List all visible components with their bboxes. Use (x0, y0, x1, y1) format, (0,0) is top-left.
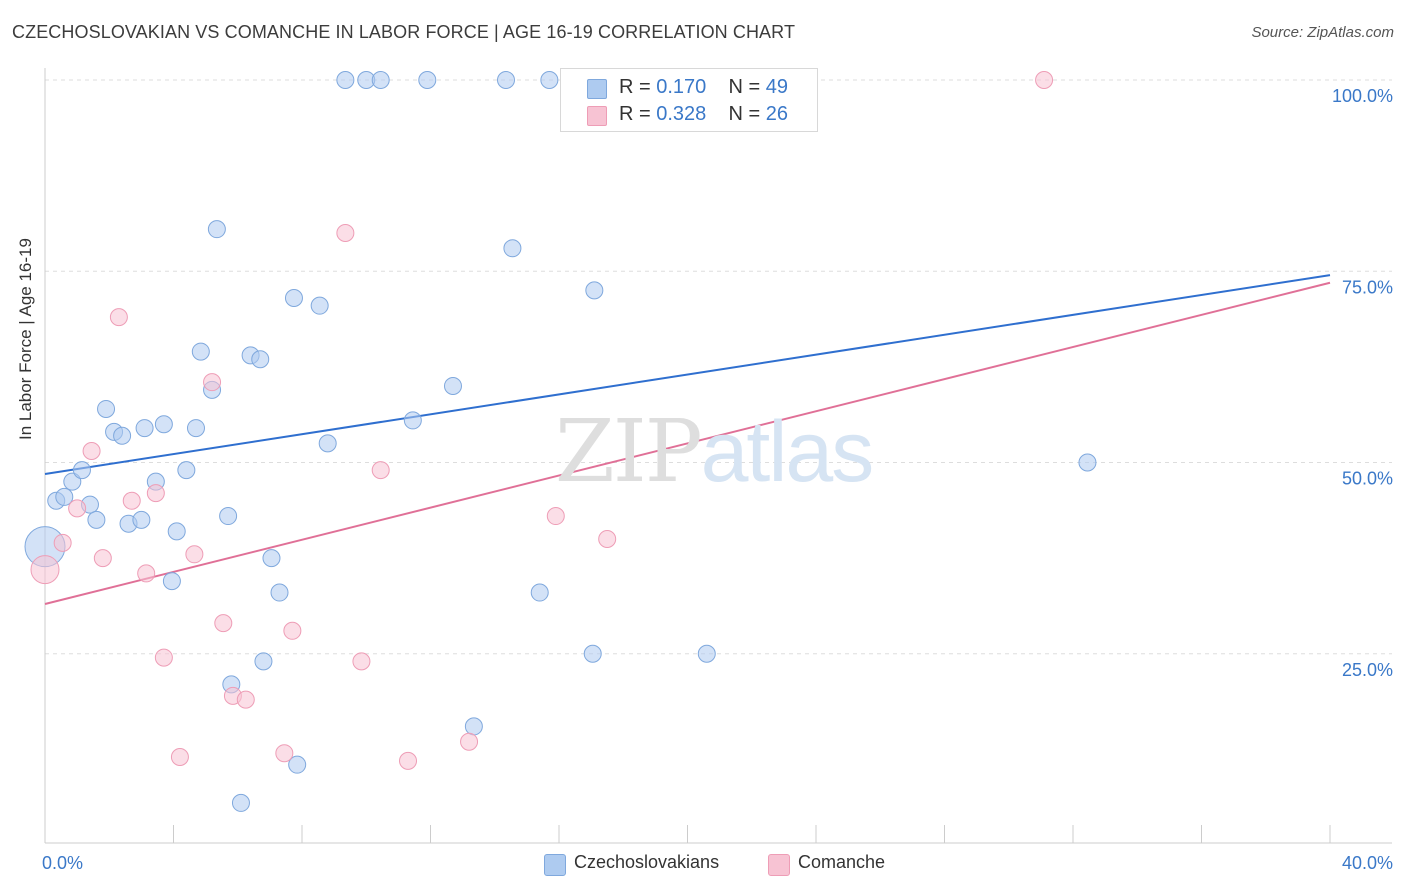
data-point-czechoslovakians (251, 350, 270, 369)
trend-lines (44, 274, 1331, 605)
data-point-czechoslovakians (284, 289, 303, 308)
data-point-comanche (68, 499, 87, 518)
data-point-czechoslovakians (262, 549, 281, 568)
data-point-czechoslovakians (697, 644, 716, 663)
watermark-atlas: atlas (700, 404, 875, 500)
data-point-comanche (283, 621, 302, 640)
data-point-czechoslovakians (288, 755, 307, 774)
data-point-czechoslovakians (310, 296, 329, 315)
data-point-comanche (399, 751, 418, 770)
data-point-czechoslovakians (113, 426, 132, 445)
y-tick-label: 25.0% (1342, 660, 1393, 680)
data-point-comanche (109, 308, 128, 327)
data-point-czechoslovakians (231, 793, 250, 812)
stats-legend: R = 0.170 N = 49 R = 0.328 N = 26 (560, 68, 818, 132)
source-credit: Source: ZipAtlas.com (1251, 24, 1394, 41)
data-point-comanche (598, 530, 617, 548)
x-tick-label: 40.0% (1342, 853, 1393, 873)
legend-n-value: 26 (765, 103, 789, 125)
data-point-czechoslovakians (55, 487, 74, 506)
data-point-czechoslovakians (219, 507, 238, 526)
watermark: ZIPatlas (555, 402, 875, 502)
trend-line (44, 281, 1331, 605)
trend-line (44, 274, 1331, 475)
data-point-comanche (185, 545, 204, 564)
data-point-czechoslovakians (371, 71, 390, 89)
chart-title: CZECHOSLOVAKIAN VS COMANCHE IN LABOR FOR… (12, 22, 796, 42)
legend-n-label: N = (728, 103, 766, 125)
data-point-czechoslovakians (207, 220, 226, 239)
data-point-comanche (275, 744, 294, 763)
y-tick-label: 75.0% (1342, 277, 1393, 297)
data-point-czechoslovakians (72, 461, 91, 480)
data-point-czechoslovakians (583, 644, 602, 663)
axes (44, 68, 1392, 844)
grid-lines (45, 79, 1392, 655)
data-point-czechoslovakians (154, 415, 173, 434)
legend-swatch-blue (544, 854, 566, 876)
data-point-czechoslovakians (177, 461, 196, 480)
data-point-comanche (371, 461, 390, 480)
data-point-czechoslovakians (318, 434, 337, 453)
x-tick-label: 0.0% (42, 853, 83, 873)
data-point-czechoslovakians (418, 71, 437, 89)
data-point-czechoslovakians (336, 71, 355, 89)
data-point-czechoslovakians (464, 717, 483, 736)
data-points (24, 71, 1097, 812)
legend-r-label: R = (619, 76, 657, 98)
data-point-comanche (460, 732, 479, 751)
y-tick-label: 50.0% (1342, 469, 1393, 489)
data-point-czechoslovakians (530, 583, 549, 602)
data-point-czechoslovakians (87, 510, 106, 529)
data-point-czechoslovakians (585, 281, 604, 300)
legend-r-label: R = (619, 103, 657, 125)
data-point-czechoslovakians (63, 472, 82, 491)
data-point-comanche (214, 614, 233, 633)
data-point-czechoslovakians (443, 377, 462, 395)
data-point-czechoslovakians (270, 583, 289, 602)
data-point-czechoslovakians (1078, 453, 1097, 472)
legend-n-value: 49 (765, 76, 789, 98)
data-point-comanche (236, 690, 255, 709)
data-point-comanche (154, 648, 173, 667)
data-point-czechoslovakians (162, 572, 181, 591)
data-point-czechoslovakians (132, 510, 151, 529)
data-point-comanche (146, 484, 165, 503)
legend-swatch-blue (587, 79, 607, 99)
y-axis-label: In Labor Force | Age 16-19 (16, 238, 35, 440)
tick-labels: 25.0% 50.0% 75.0% 100.0% 0.0% 40.0% (42, 86, 1393, 873)
watermark-zip: ZIP (555, 402, 703, 502)
data-point-czechoslovakians (254, 652, 273, 671)
data-point-czechoslovakians (540, 71, 559, 89)
data-point-comanche (336, 224, 355, 242)
data-point-comanche (203, 373, 222, 392)
legend-r-value: 0.328 (656, 103, 707, 125)
legend-swatch-pink (587, 106, 607, 126)
data-point-czechoslovakians (167, 522, 186, 541)
data-point-czechoslovakians (191, 342, 210, 361)
data-point-czechoslovakians (503, 239, 522, 258)
data-point-comanche (546, 507, 565, 526)
legend-r-value: 0.170 (656, 76, 707, 98)
data-point-comanche (137, 564, 156, 583)
data-point-czechoslovakians (135, 419, 154, 438)
y-tick-label: 100.0% (1332, 86, 1393, 106)
data-point-comanche (30, 555, 60, 585)
data-point-czechoslovakians (496, 71, 515, 89)
data-point-comanche (170, 748, 189, 767)
data-point-comanche (53, 533, 72, 552)
data-point-comanche (82, 442, 101, 461)
data-point-czechoslovakians (186, 419, 205, 438)
legend-swatch-pink (768, 854, 790, 876)
data-point-comanche (1035, 71, 1054, 89)
data-point-comanche (122, 491, 141, 510)
legend-label: Czechoslovakians (574, 852, 720, 872)
data-point-czechoslovakians (403, 411, 422, 430)
data-point-comanche (93, 549, 112, 568)
data-point-czechoslovakians (97, 399, 116, 418)
legend-n-label: N = (728, 76, 766, 98)
legend-label: Comanche (798, 852, 886, 872)
data-point-comanche (352, 652, 371, 671)
